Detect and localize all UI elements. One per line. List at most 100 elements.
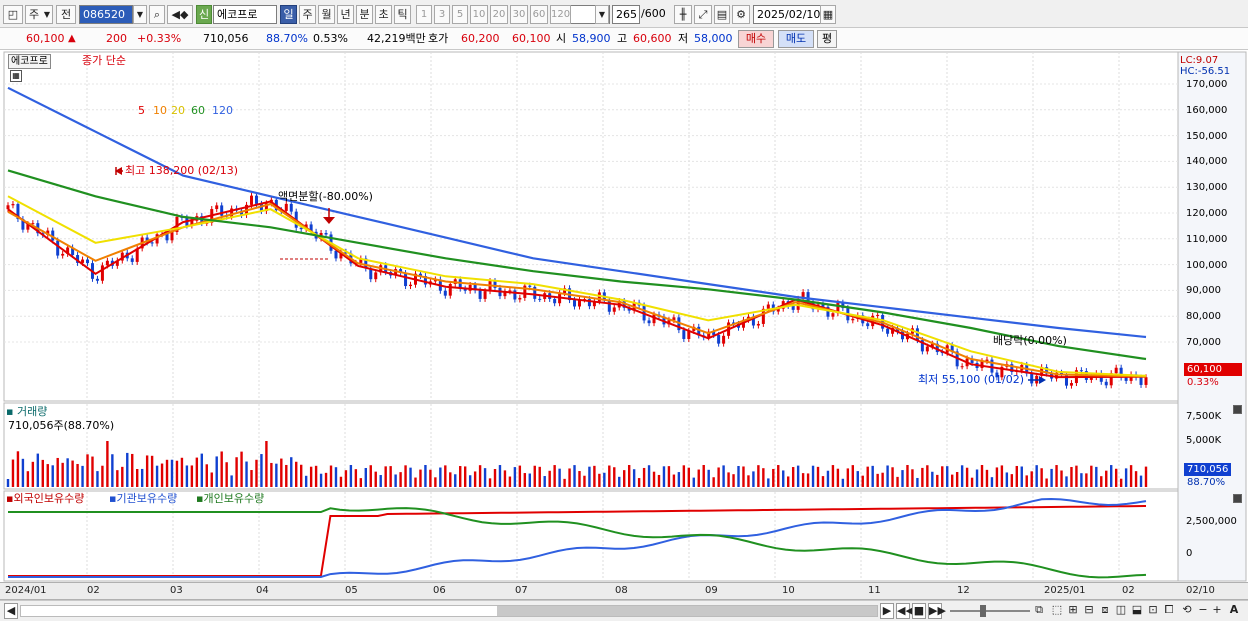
interval-button-7[interactable]: 120 bbox=[550, 5, 571, 24]
view-icon-1[interactable]: ⧉ bbox=[1035, 603, 1043, 616]
volume-title[interactable]: 거래량 bbox=[17, 405, 48, 418]
view-icon-2[interactable]: ⬚ bbox=[1051, 603, 1063, 616]
view-icon-8[interactable]: ⊡ bbox=[1148, 603, 1158, 616]
volume-close-icon[interactable] bbox=[1233, 405, 1242, 414]
period-button-3[interactable]: 년 bbox=[337, 5, 354, 24]
interval-button-1[interactable]: 3 bbox=[434, 5, 450, 24]
candle bbox=[791, 305, 795, 310]
interval-button-6[interactable]: 60 bbox=[530, 5, 548, 24]
volume-bar bbox=[533, 465, 536, 487]
ma-legend-1[interactable]: 10 bbox=[153, 104, 167, 117]
view-icon-5[interactable]: ⧈ bbox=[1101, 603, 1109, 616]
volume-bar bbox=[26, 471, 30, 487]
scroll-left-icon[interactable]: ◀ bbox=[4, 603, 18, 619]
zoom-out-icon[interactable]: − bbox=[1198, 603, 1208, 616]
ma-legend-3[interactable]: 60 bbox=[191, 104, 205, 117]
interval-button-2[interactable]: 5 bbox=[452, 5, 468, 24]
candle-icon[interactable]: ╫ bbox=[674, 5, 692, 24]
prev-button[interactable]: 전 bbox=[56, 5, 76, 24]
volume-bar bbox=[861, 475, 864, 487]
volume-bar bbox=[1065, 476, 1068, 487]
candle bbox=[538, 298, 542, 300]
market-select[interactable]: 주 ▼ bbox=[25, 5, 53, 24]
volume-ratio: 88.70% bbox=[266, 32, 308, 45]
period-button-2[interactable]: 월 bbox=[318, 5, 335, 24]
stop-icon[interactable]: ■ bbox=[912, 603, 926, 619]
stock-code-input[interactable]: 086520 bbox=[79, 5, 133, 24]
save-icon[interactable]: ▤ bbox=[714, 5, 730, 24]
high-arrow-head bbox=[115, 167, 122, 175]
volume-bar bbox=[483, 468, 487, 487]
window-menu-icon[interactable]: ◰ bbox=[3, 5, 23, 24]
period-button-0[interactable]: 일 bbox=[280, 5, 297, 24]
candle bbox=[528, 285, 532, 287]
current-price: 60,100 bbox=[26, 32, 65, 45]
scroll-track[interactable] bbox=[20, 605, 878, 617]
ma-legend-0[interactable]: 5 bbox=[138, 104, 145, 117]
ma-legend-2[interactable]: 20 bbox=[171, 104, 185, 117]
view-icon-7[interactable]: ⬓ bbox=[1131, 603, 1143, 616]
volume-bar bbox=[508, 476, 512, 487]
period-button-4[interactable]: 분 bbox=[356, 5, 373, 24]
volume-bar bbox=[145, 455, 149, 487]
candle bbox=[240, 210, 244, 216]
candle bbox=[806, 292, 810, 303]
text-size-icon[interactable]: A bbox=[1229, 603, 1239, 616]
time-label-11: 12 bbox=[957, 585, 970, 596]
crosshair-icon[interactable]: ⤢ bbox=[694, 5, 712, 24]
count-input[interactable]: 265 bbox=[612, 5, 640, 24]
interval-button-3[interactable]: 10 bbox=[470, 5, 488, 24]
interval-button-5[interactable]: 30 bbox=[510, 5, 528, 24]
foreign-legend[interactable]: ▪외국인보유수량 bbox=[6, 492, 85, 505]
speaker-icon[interactable]: ◀◆ bbox=[167, 5, 193, 24]
volume-bar bbox=[747, 475, 750, 487]
play-icon[interactable]: ▶ bbox=[880, 603, 894, 619]
stock-name-tag[interactable]: 에코프로 bbox=[8, 54, 51, 69]
candle bbox=[821, 304, 825, 307]
code-dropdown-icon[interactable]: ▼ bbox=[133, 5, 147, 24]
minute-dropdown-icon[interactable]: ▼ bbox=[595, 5, 609, 24]
institution-legend[interactable]: ▪기관보유수량 bbox=[109, 492, 178, 505]
chart-svg[interactable] bbox=[0, 50, 1248, 600]
zoom-in-icon[interactable]: + bbox=[1212, 603, 1222, 616]
calendar-icon[interactable]: ▦ bbox=[820, 5, 836, 24]
individual-legend[interactable]: ▪개인보유수량 bbox=[196, 492, 265, 505]
period-button-5[interactable]: 초 bbox=[375, 5, 392, 24]
holding-close-icon[interactable] bbox=[1233, 494, 1242, 503]
turnover-ratio: 0.53% bbox=[313, 32, 348, 45]
volume-bar bbox=[349, 465, 353, 487]
candle bbox=[851, 318, 855, 321]
sell-button[interactable]: 매도 bbox=[778, 30, 814, 48]
volume-bar bbox=[150, 455, 154, 487]
search-icon[interactable]: ⌕ bbox=[149, 5, 165, 24]
scroll-thumb[interactable] bbox=[497, 606, 877, 616]
buy-button[interactable]: 매수 bbox=[738, 30, 774, 48]
view-icon-3[interactable]: ⊞ bbox=[1068, 603, 1078, 616]
zoom-slider[interactable] bbox=[950, 603, 1030, 619]
view-icon-9[interactable]: ⧠ bbox=[1164, 603, 1174, 616]
price-change-pct: +0.33% bbox=[137, 32, 182, 45]
ma-legend-4[interactable]: 120 bbox=[212, 104, 233, 117]
toolbar: ◰ 주 ▼ 전 086520 ▼ ⌕ ◀◆ 신 에코프로 ▼ 265 /600 … bbox=[0, 0, 1248, 28]
view-icon-4[interactable]: ⊟ bbox=[1084, 603, 1094, 616]
undo-icon[interactable]: ⟲ bbox=[1182, 603, 1192, 616]
volume-bar bbox=[931, 471, 934, 487]
gear-icon[interactable]: ⚙ bbox=[732, 5, 750, 24]
volume-current-tag: 710,056 bbox=[1184, 463, 1232, 476]
candle bbox=[553, 298, 557, 304]
volume-bar bbox=[1055, 465, 1058, 487]
period-button-1[interactable]: 주 bbox=[299, 5, 316, 24]
chart-area[interactable]: 에코프로 ▦ 종가 단순 LC:9.07 HC:-56.51 최고 138,20… bbox=[0, 50, 1248, 600]
eval-button[interactable]: 평 bbox=[817, 30, 837, 48]
trade-amount: 42,219백만 bbox=[367, 32, 426, 45]
fast-forward-icon[interactable]: ▶▶ bbox=[928, 603, 946, 619]
period-button-6[interactable]: 틱 bbox=[394, 5, 411, 24]
candle bbox=[1144, 377, 1148, 385]
rewind-icon[interactable]: ◀◀ bbox=[896, 603, 914, 619]
zoom-thumb[interactable] bbox=[980, 605, 986, 617]
interval-button-0[interactable]: 1 bbox=[416, 5, 432, 24]
date-input[interactable]: 2025/02/10 bbox=[753, 5, 821, 24]
interval-button-4[interactable]: 20 bbox=[490, 5, 508, 24]
table-toggle-icon[interactable]: ▦ bbox=[10, 70, 22, 82]
view-icon-6[interactable]: ◫ bbox=[1115, 603, 1127, 616]
